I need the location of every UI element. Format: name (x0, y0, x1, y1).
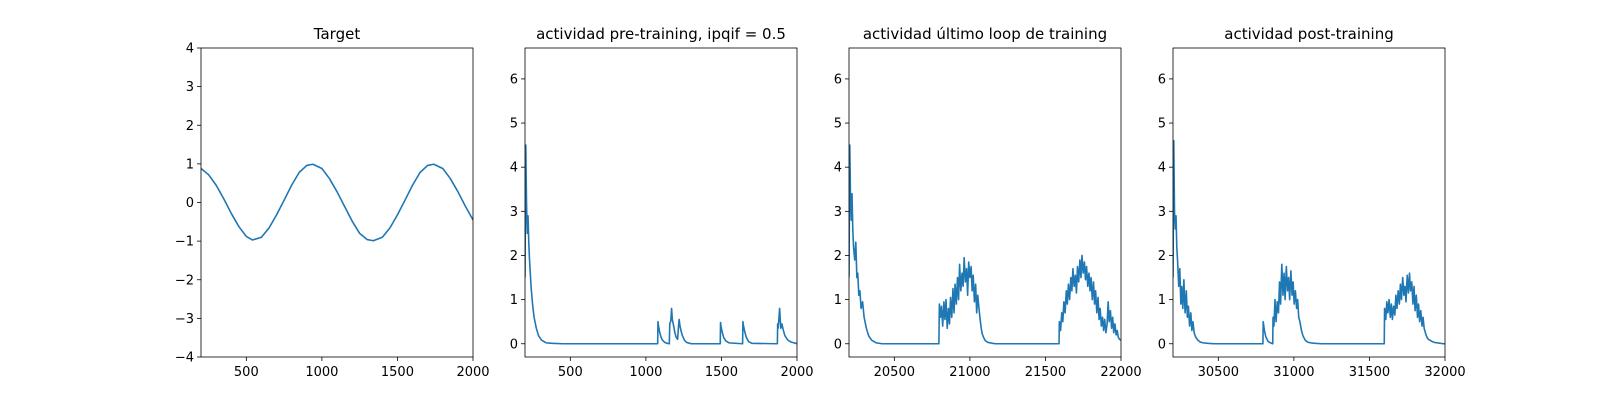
x-tick-label: 1500 (381, 365, 414, 380)
y-tick-label: 1 (510, 293, 518, 308)
x-tick-label: 22000 (1100, 365, 1141, 380)
y-tick-label: 2 (510, 249, 518, 264)
series-line (849, 144, 1121, 345)
x-tick-label: 1000 (629, 365, 662, 380)
y-tick-label: 3 (510, 205, 518, 220)
y-tick-label: 0 (510, 337, 518, 352)
x-tick-label: 500 (558, 365, 583, 380)
y-tick-label: 1 (186, 157, 194, 172)
subplot-title: actividad último loop de training (863, 25, 1107, 43)
y-tick-label: 2 (1158, 249, 1166, 264)
subplot-3: 20500 21000 21500 22000 0 1 2 3 4 5 6 actividad últ… (834, 25, 1142, 380)
y-tick-label: 4 (186, 42, 194, 57)
x-tick-label: 21500 (1025, 365, 1066, 380)
y-tick-label: 3 (834, 205, 842, 220)
y-tick-label: 5 (834, 117, 842, 132)
plot-frame (848, 47, 1122, 358)
y-tick-label: 1 (1158, 293, 1166, 308)
subplot-1: 500 1000 1500 2000 −4 −3 −2 −1 0 1 2 3 4 Target (175, 25, 490, 380)
x-tick-label: 31000 (1273, 365, 1314, 380)
x-tick-label: 500 (234, 365, 259, 380)
x-tick-label: 1000 (305, 365, 338, 380)
series-line (201, 163, 473, 242)
y-tick-label: 3 (1158, 205, 1166, 220)
y-tick-label: −1 (175, 235, 194, 250)
x-tick-label: 30500 (1198, 365, 1239, 380)
plot-frame (1172, 47, 1446, 358)
x-tick-label: 2000 (456, 365, 489, 380)
y-tick-label: 0 (186, 196, 194, 211)
y-tick-label: 4 (510, 161, 518, 176)
subplot-4: 30500 31000 31500 32000 0 1 2 3 4 5 6 actividad pos… (1158, 25, 1466, 380)
series-line (1173, 139, 1445, 345)
x-tick-label: 20500 (874, 365, 915, 380)
series-line (525, 144, 797, 345)
y-tick-label: −4 (175, 351, 194, 366)
y-tick-label: 2 (834, 249, 842, 264)
y-tick-label: 5 (510, 117, 518, 132)
y-tick-label: 6 (510, 72, 518, 87)
y-tick-label: −3 (175, 312, 194, 327)
subplot-title: actividad post-training (1224, 25, 1393, 43)
y-tick-label: 4 (1158, 161, 1166, 176)
subplot-2: 500 1000 1500 2000 0 1 2 3 4 5 6 actividad pre-trai… (510, 25, 814, 380)
y-tick-label: 6 (834, 72, 842, 87)
y-tick-label: 6 (1158, 72, 1166, 87)
y-tick-label: −2 (175, 273, 194, 288)
y-tick-label: 3 (186, 80, 194, 95)
y-tick-label: 1 (834, 293, 842, 308)
x-tick-label: 32000 (1424, 365, 1465, 380)
x-tick-label: 1500 (705, 365, 738, 380)
y-tick-label: 0 (1158, 337, 1166, 352)
y-tick-label: 2 (186, 119, 194, 134)
plot-frame (524, 47, 798, 358)
x-tick-label: 2000 (780, 365, 813, 380)
plot-frame (200, 47, 474, 358)
y-tick-label: 5 (1158, 117, 1166, 132)
subplot-title: Target (313, 25, 361, 43)
subplot-title: actividad pre-training, ipqif = 0.5 (536, 25, 786, 43)
x-tick-label: 31500 (1349, 365, 1390, 380)
y-tick-label: 0 (834, 337, 842, 352)
y-tick-label: 4 (834, 161, 842, 176)
x-tick-label: 21000 (949, 365, 990, 380)
